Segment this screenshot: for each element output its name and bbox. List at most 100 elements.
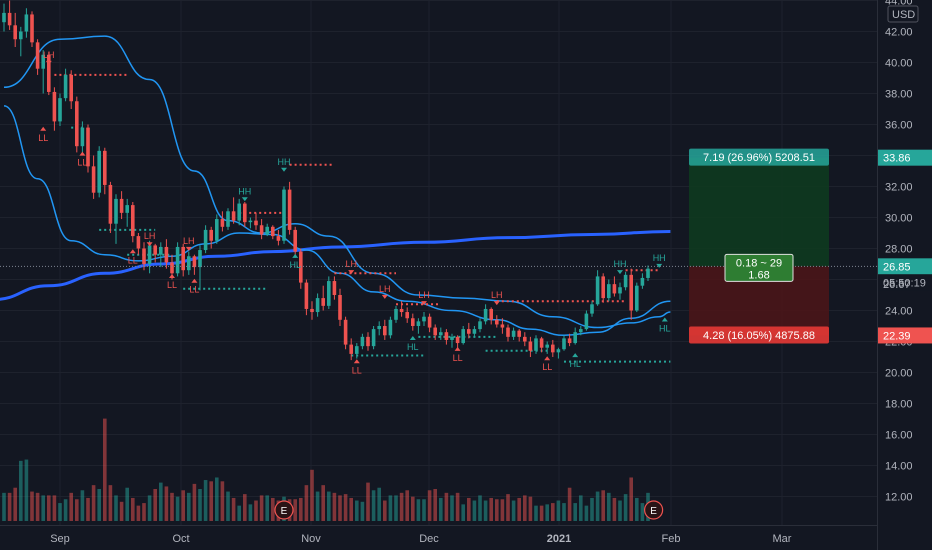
candle xyxy=(422,312,426,326)
volume-bar xyxy=(91,485,96,521)
price-tick-label: 14.00 xyxy=(885,461,913,473)
candle xyxy=(338,288,342,326)
volume-bar xyxy=(433,489,437,521)
candle-body xyxy=(142,248,146,264)
candle-body xyxy=(254,220,258,226)
earnings-icon xyxy=(643,500,664,520)
candle xyxy=(450,333,454,348)
candle xyxy=(343,316,348,350)
pivot-label: LH xyxy=(144,231,156,241)
entry-badge[interactable] xyxy=(724,253,794,282)
price-axis[interactable]: 44.0042.0040.0038.0036.0034.0032.0030.00… xyxy=(877,0,932,550)
candle-body xyxy=(299,251,303,283)
candle-body xyxy=(119,198,124,213)
candle-body xyxy=(276,236,281,241)
candle-body xyxy=(551,344,555,353)
volume-bar xyxy=(444,492,449,521)
pivot-marker: HH xyxy=(278,157,291,172)
volume-bar xyxy=(114,495,118,521)
candle-body xyxy=(97,150,101,193)
price-tick-label: 20.00 xyxy=(885,368,913,380)
pivot-marker: HL xyxy=(289,253,301,270)
candle-body xyxy=(271,226,275,237)
volume-bar xyxy=(472,500,477,521)
volume-bar xyxy=(332,492,337,521)
volume-bar xyxy=(24,459,29,521)
candle xyxy=(478,318,482,333)
pivot-label: LL xyxy=(453,353,463,363)
profit-zone[interactable] xyxy=(689,157,829,267)
candle-body xyxy=(159,246,163,255)
candle xyxy=(455,335,460,348)
candle-body xyxy=(539,338,544,348)
earnings-marker[interactable]: E xyxy=(643,500,664,520)
position-tool[interactable] xyxy=(689,157,829,336)
candle-body xyxy=(360,336,365,347)
candle-body xyxy=(259,225,264,235)
ma-slow-line xyxy=(0,229,671,301)
volume-bar xyxy=(377,487,381,521)
candle xyxy=(153,243,157,263)
earnings-marker[interactable]: E xyxy=(274,500,294,520)
candle-body xyxy=(2,12,6,23)
candle xyxy=(551,339,555,357)
last-price-tag-label: 26.85 xyxy=(883,261,911,273)
volume-bar xyxy=(601,490,605,521)
pivot-arrow xyxy=(348,270,355,275)
candle-body xyxy=(243,203,247,223)
earnings-label: E xyxy=(650,506,657,517)
candle xyxy=(282,186,286,244)
volume-bar xyxy=(75,499,79,521)
time-tick-label: Oct xyxy=(172,533,189,545)
candle-body xyxy=(500,324,505,328)
candle xyxy=(237,198,241,226)
candle-body xyxy=(511,330,516,337)
volume-bar xyxy=(321,485,325,521)
pivot-label: HL xyxy=(659,323,671,333)
candle-body xyxy=(388,319,393,336)
volume-bar xyxy=(125,487,129,521)
candle-body xyxy=(439,332,443,336)
candle-body xyxy=(349,344,353,354)
pivot-marker: LL xyxy=(453,346,463,363)
candle xyxy=(13,12,17,47)
price-tick-label: 30.00 xyxy=(885,213,913,225)
time-axis[interactable]: Sep Oct Nov Dec 2021 Feb Mar xyxy=(0,525,877,546)
candle-body xyxy=(427,316,432,328)
candle xyxy=(607,279,611,302)
candle-body xyxy=(327,281,331,306)
pivot-marker: LH xyxy=(43,50,55,65)
candle-body xyxy=(86,127,90,167)
countdown-label: 05:50:19 xyxy=(883,277,926,289)
candle xyxy=(349,338,353,361)
candle-body xyxy=(411,318,415,326)
volume-bar xyxy=(226,491,230,521)
candle-body xyxy=(478,321,482,330)
pivot-arrow xyxy=(79,151,86,156)
volume-bar xyxy=(13,487,17,521)
pivot-label: LH xyxy=(183,236,195,246)
volume-bar xyxy=(259,495,264,521)
candle xyxy=(187,251,191,275)
target-price-tag xyxy=(878,149,932,166)
candle-body xyxy=(573,332,577,344)
candle xyxy=(131,202,135,243)
currency-badge[interactable] xyxy=(887,5,919,23)
candle xyxy=(360,333,365,350)
candle xyxy=(388,316,393,339)
candle xyxy=(103,147,107,195)
candle-body xyxy=(220,219,225,227)
candle xyxy=(2,3,6,32)
candle-body xyxy=(528,341,533,351)
price-tick-label: 16.00 xyxy=(885,430,913,442)
candle xyxy=(164,239,169,269)
volume-bar xyxy=(489,497,493,521)
candle xyxy=(75,96,79,153)
volume-bar xyxy=(30,491,34,521)
candle-body xyxy=(237,203,241,221)
volume-bar xyxy=(187,492,191,521)
pivot-marker: LH xyxy=(183,236,195,251)
pivot-label: LL xyxy=(167,280,177,290)
